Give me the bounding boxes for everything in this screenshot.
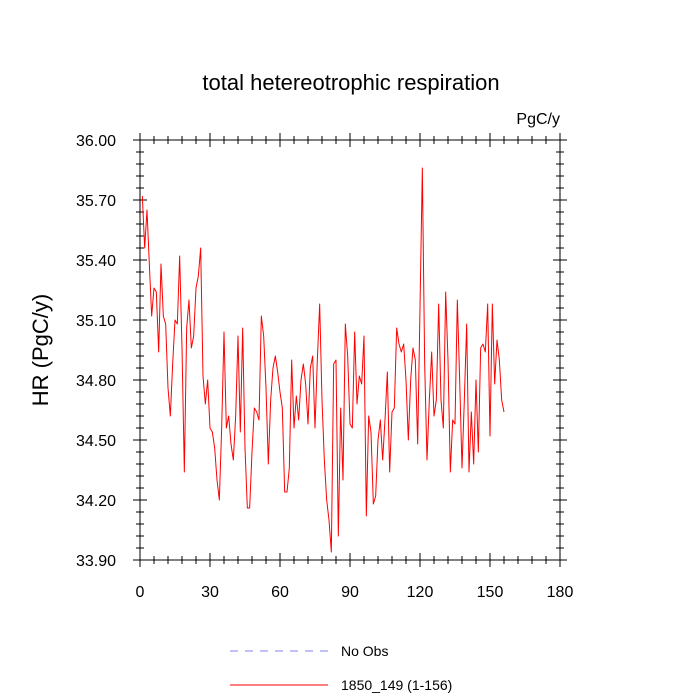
y-tick-label: 34.80 (76, 373, 116, 390)
y-tick-label: 34.20 (76, 493, 116, 510)
chart-title: total hetereotrophic respiration (202, 70, 499, 95)
legend: No Obs 1850_149 (1-156) (230, 643, 452, 693)
y-tick-label: 35.10 (76, 313, 116, 330)
y-tick-label: 34.50 (76, 433, 116, 450)
legend-label: No Obs (341, 643, 388, 659)
y-tick-label: 35.40 (76, 253, 116, 270)
legend-label: 1850_149 (1-156) (341, 677, 452, 693)
y-axis-label: HR (PgC/y) (28, 294, 53, 406)
x-tick-label: 0 (136, 584, 145, 601)
axis-tick-labels: 0 30 60 90 120 150 180 33.90 34.20 34.50 34.80 35.1… (76, 133, 573, 601)
x-tick-label: 30 (201, 584, 219, 601)
x-tick-label: 60 (271, 584, 289, 601)
y-tick-label: 35.70 (76, 193, 116, 210)
units-label: PgC/y (516, 111, 560, 128)
y-tick-label: 36.00 (76, 133, 116, 150)
series-line-1850-149 (141, 167, 505, 553)
series-layer (141, 167, 505, 553)
x-tick-label: 180 (547, 584, 574, 601)
x-tick-label: 150 (477, 584, 504, 601)
x-tick-label: 120 (407, 584, 434, 601)
x-tick-label: 90 (341, 584, 359, 601)
y-tick-label: 33.90 (76, 553, 116, 570)
axis-ticks (133, 133, 567, 567)
